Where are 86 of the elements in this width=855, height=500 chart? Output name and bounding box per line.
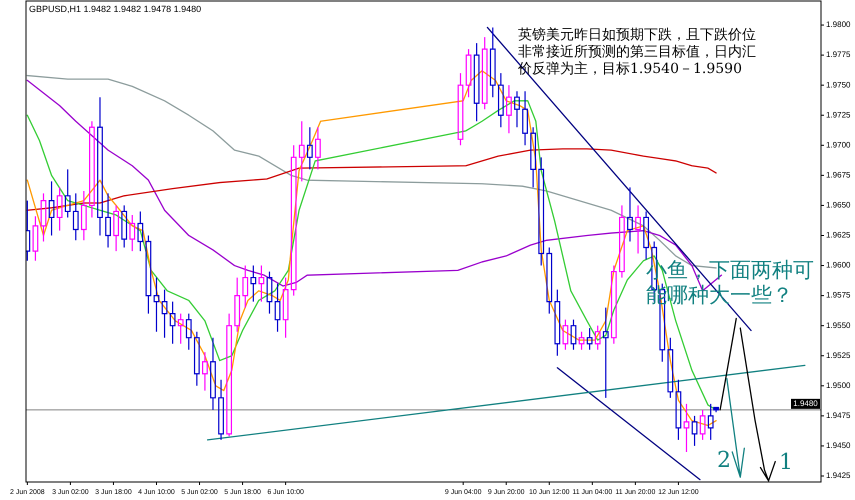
candlestick — [234, 276, 240, 332]
y-tick-label: 1.9650 — [826, 200, 852, 210]
candlestick — [602, 307, 609, 398]
candlestick — [64, 168, 71, 218]
candlestick — [522, 90, 528, 146]
candlestick — [129, 214, 136, 252]
annotation: 2 — [717, 448, 732, 474]
y-tick-label: 1.9700 — [826, 140, 852, 150]
candlestick — [506, 84, 512, 134]
candlestick — [643, 210, 650, 260]
candlestick — [97, 96, 103, 236]
candlestick — [282, 276, 289, 338]
candlestick — [578, 331, 584, 350]
candlestick — [562, 319, 568, 350]
candlestick — [258, 264, 264, 302]
candlestick — [113, 204, 120, 252]
candlestick — [226, 313, 232, 437]
candlestick — [458, 72, 464, 146]
candlestick — [250, 264, 256, 302]
candlestick — [137, 210, 144, 252]
candlestick — [676, 379, 682, 441]
y-tick-label: 1.9525 — [826, 350, 852, 360]
candlestick — [474, 42, 480, 122]
ref-line-label: 1.9480 — [793, 398, 818, 408]
y-tick-label: 1.9775 — [826, 50, 852, 60]
y-tick-label: 1.9625 — [826, 230, 852, 240]
candlestick — [194, 331, 200, 386]
candlestick — [692, 415, 698, 447]
candlestick — [619, 204, 625, 278]
candlestick — [32, 216, 38, 262]
candlestick — [684, 403, 690, 453]
y-tick-label: 1.9475 — [826, 410, 852, 420]
candlestick — [80, 190, 87, 241]
line-series — [26, 148, 717, 211]
candlestick — [610, 264, 617, 344]
candlestick — [178, 313, 184, 344]
candlestick — [514, 90, 520, 128]
candlestick — [186, 313, 192, 350]
y-tick-label: 1.9725 — [826, 110, 852, 120]
y-tick-label: 1.9575 — [826, 290, 852, 300]
candlestick — [635, 204, 641, 254]
candlestick — [570, 319, 576, 350]
candlestick — [482, 36, 488, 110]
candlestick — [162, 289, 168, 338]
candlestick — [266, 270, 272, 314]
candlestick — [105, 192, 111, 248]
candlestick — [210, 337, 216, 410]
candlestick — [586, 327, 593, 350]
y-tick-label: 1.9600 — [826, 260, 852, 270]
candlestick — [554, 289, 560, 356]
candlestick — [466, 48, 472, 98]
candlestick — [89, 120, 95, 218]
candlestick — [290, 144, 297, 296]
candlestick — [530, 126, 536, 188]
candlestick — [146, 234, 152, 314]
candlestick — [298, 120, 305, 182]
candlestick — [154, 276, 160, 332]
y-tick-label: 1.9500 — [826, 380, 852, 390]
candlestick — [56, 186, 63, 232]
candlestick — [121, 204, 128, 248]
candlestick — [40, 192, 46, 242]
candlestick — [498, 72, 504, 128]
candlestick — [315, 126, 321, 170]
candlestick — [700, 409, 706, 441]
chart-title: GBPUSD,H1 1.9482 1.9482 1.9478 1.9480 — [29, 4, 202, 14]
candlestick — [170, 301, 176, 344]
candlestick — [667, 337, 674, 398]
candlestick — [594, 325, 601, 350]
y-tick-label: 1.9425 — [826, 471, 852, 480]
candlestick — [48, 180, 54, 236]
candlestick — [546, 246, 552, 314]
y-tick-label: 1.9550 — [826, 320, 852, 330]
y-tick-label: 1.9800 — [826, 20, 852, 30]
candlestick — [538, 156, 544, 266]
y-tick-label: 1.9450 — [826, 441, 852, 450]
candlestick — [627, 186, 633, 242]
y-tick-label: 1.9675 — [826, 170, 852, 180]
annotation: 1 — [779, 450, 794, 476]
candlestick — [72, 192, 79, 241]
candlestick — [274, 282, 280, 332]
candlestick — [218, 379, 224, 441]
y-tick-label: 1.9750 — [826, 80, 852, 90]
candlestick — [202, 352, 208, 392]
candlestick — [306, 126, 313, 170]
candlestick — [490, 26, 496, 98]
candlestick — [242, 264, 248, 308]
